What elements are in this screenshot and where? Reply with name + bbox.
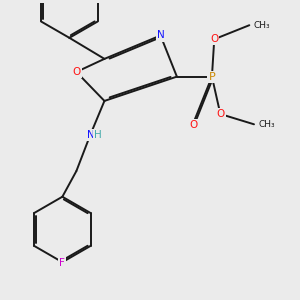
Text: O: O — [72, 67, 80, 77]
Text: F: F — [59, 258, 65, 268]
Text: H: H — [94, 130, 102, 140]
Text: N: N — [86, 130, 94, 140]
Text: O: O — [189, 121, 197, 130]
Text: O: O — [210, 34, 218, 44]
Text: CH₃: CH₃ — [254, 21, 270, 30]
Text: P: P — [208, 72, 215, 82]
Text: O: O — [216, 109, 224, 119]
Text: CH₃: CH₃ — [258, 120, 275, 129]
Text: N: N — [157, 31, 164, 40]
